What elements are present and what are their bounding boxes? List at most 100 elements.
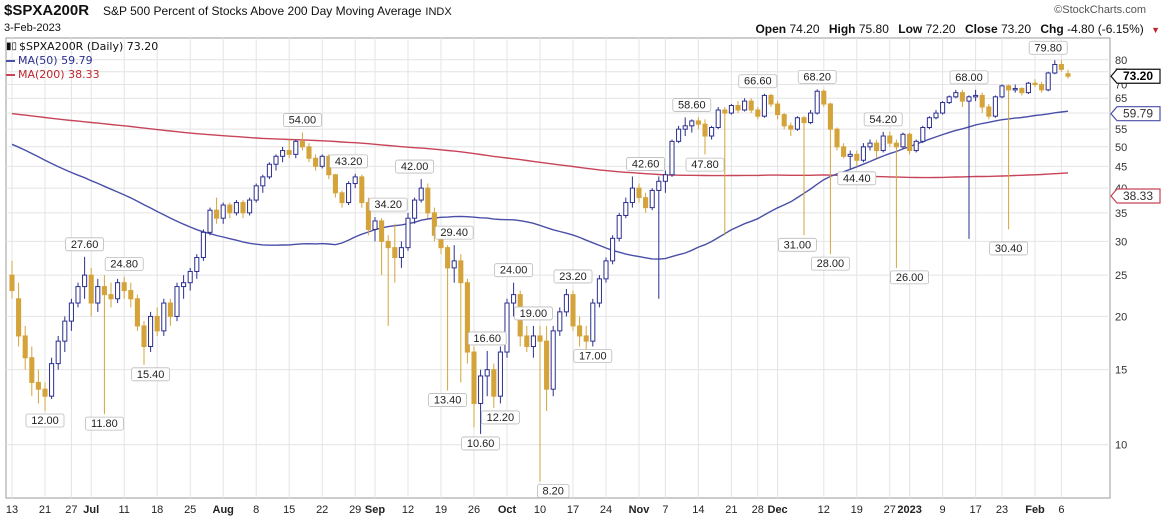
candle-body bbox=[398, 247, 404, 258]
candle-body bbox=[596, 278, 602, 304]
annotation-box bbox=[480, 410, 520, 425]
candle-body bbox=[966, 96, 972, 102]
legend-price: ▮▯ $SPXA200R (Daily) 73.20 bbox=[6, 40, 158, 54]
candle-body bbox=[722, 109, 728, 114]
candle-body bbox=[926, 117, 932, 128]
candle-body bbox=[742, 100, 748, 111]
annotation-box bbox=[797, 69, 837, 84]
y-tick-label: 80 bbox=[1115, 55, 1127, 67]
x-tick-label: Oct bbox=[498, 504, 517, 516]
candle-body bbox=[365, 202, 371, 230]
candle-body bbox=[511, 294, 517, 304]
candle-body bbox=[35, 381, 41, 390]
x-tick-label: 19 bbox=[435, 504, 447, 516]
ma50-line bbox=[11, 110, 1069, 260]
candle-body bbox=[445, 247, 451, 269]
open-label: Open bbox=[755, 22, 787, 36]
candle-body bbox=[141, 325, 147, 348]
candle-body bbox=[544, 340, 550, 390]
annotation-box bbox=[811, 256, 850, 271]
annotation-label: 68.20 bbox=[803, 71, 831, 83]
x-tick-label: 6 bbox=[1058, 504, 1064, 516]
candle-body bbox=[1006, 85, 1012, 91]
chart-header: $SPXA200R S&P 500 Percent of Stocks Abov… bbox=[0, 0, 1168, 38]
annotation-label: 27.60 bbox=[71, 239, 99, 251]
candle-body bbox=[280, 150, 286, 157]
candle-body bbox=[695, 120, 701, 125]
candle-body bbox=[451, 260, 457, 269]
x-tick-label: 15 bbox=[283, 504, 295, 516]
legend-ma200: MA(200) 38.33 bbox=[6, 68, 158, 82]
annotation-box bbox=[837, 171, 877, 186]
candle-body bbox=[240, 202, 246, 214]
candle-body bbox=[181, 282, 187, 288]
candle-body bbox=[260, 176, 266, 187]
candle-body bbox=[207, 209, 213, 233]
annotation-box bbox=[514, 306, 553, 321]
candle-body bbox=[893, 142, 899, 148]
candle-body bbox=[959, 92, 965, 102]
candle-body bbox=[775, 103, 781, 116]
x-tick-label: 9 bbox=[940, 504, 946, 516]
candle-body bbox=[385, 240, 391, 249]
candle-body bbox=[1039, 84, 1045, 91]
x-tick-label: 7 bbox=[662, 504, 668, 516]
x-tick-label: 2023 bbox=[897, 504, 921, 516]
annotation-box bbox=[85, 416, 124, 431]
chg-label: Chg bbox=[1040, 22, 1064, 36]
candle-body bbox=[900, 133, 906, 148]
high-label: High bbox=[828, 22, 856, 36]
annotation-label: 58.60 bbox=[678, 99, 706, 111]
candle-body bbox=[999, 85, 1005, 98]
annotation-box bbox=[467, 331, 507, 346]
annotation-box bbox=[890, 270, 929, 285]
x-tick-label: 27 bbox=[884, 504, 896, 516]
candle-body bbox=[22, 335, 28, 359]
candle-body bbox=[115, 282, 121, 300]
candle-body bbox=[134, 298, 140, 327]
candle-body bbox=[874, 142, 880, 152]
candle-body bbox=[491, 369, 497, 397]
candle-body bbox=[907, 133, 913, 152]
annotation-label: 13.40 bbox=[434, 395, 462, 407]
annotation-box bbox=[778, 237, 817, 252]
x-tick-label: Sep bbox=[365, 504, 385, 516]
annotation-label: 42.60 bbox=[632, 158, 660, 170]
candle-body bbox=[293, 140, 299, 155]
annotation-box bbox=[104, 257, 144, 272]
close-label: Close bbox=[964, 22, 998, 36]
symbol-title: $SPXA200R bbox=[4, 2, 90, 19]
candle-body bbox=[82, 274, 88, 288]
x-tick-label: 11 bbox=[118, 504, 129, 516]
candle-body bbox=[220, 204, 226, 219]
y-tick-label: 25 bbox=[1115, 270, 1127, 282]
annotation-label: 17.00 bbox=[579, 351, 607, 363]
candle-body bbox=[682, 125, 688, 130]
annotation-label: 47.80 bbox=[691, 159, 719, 171]
candle-body bbox=[748, 100, 754, 111]
candle-body bbox=[42, 388, 48, 397]
candle-body bbox=[788, 125, 794, 130]
candle-body bbox=[841, 146, 847, 157]
annotation-box bbox=[65, 237, 104, 252]
chg-value: -4.80 (-6.15%) bbox=[1067, 22, 1144, 36]
annotation-box bbox=[131, 367, 171, 382]
candle-body bbox=[867, 142, 873, 148]
legend-ma50: MA(50) 59.79 bbox=[6, 54, 158, 68]
candle-body bbox=[801, 117, 807, 124]
candle-body bbox=[1045, 72, 1051, 91]
down-triangle-icon[interactable]: ▼ bbox=[1151, 25, 1160, 35]
candle-body bbox=[735, 105, 741, 111]
annotation-label: 31.00 bbox=[784, 239, 812, 251]
candle-body bbox=[1012, 88, 1018, 91]
candle-body bbox=[29, 357, 35, 383]
candle-body bbox=[431, 212, 437, 236]
annotation-box bbox=[434, 225, 474, 240]
x-tick-label: Dec bbox=[768, 504, 788, 516]
candle-body bbox=[563, 294, 569, 313]
last-value-tag bbox=[1110, 68, 1161, 84]
candle-body bbox=[610, 237, 616, 262]
x-tick-label: Aug bbox=[213, 504, 234, 516]
candle-body bbox=[583, 335, 589, 342]
candle-body bbox=[266, 163, 272, 178]
